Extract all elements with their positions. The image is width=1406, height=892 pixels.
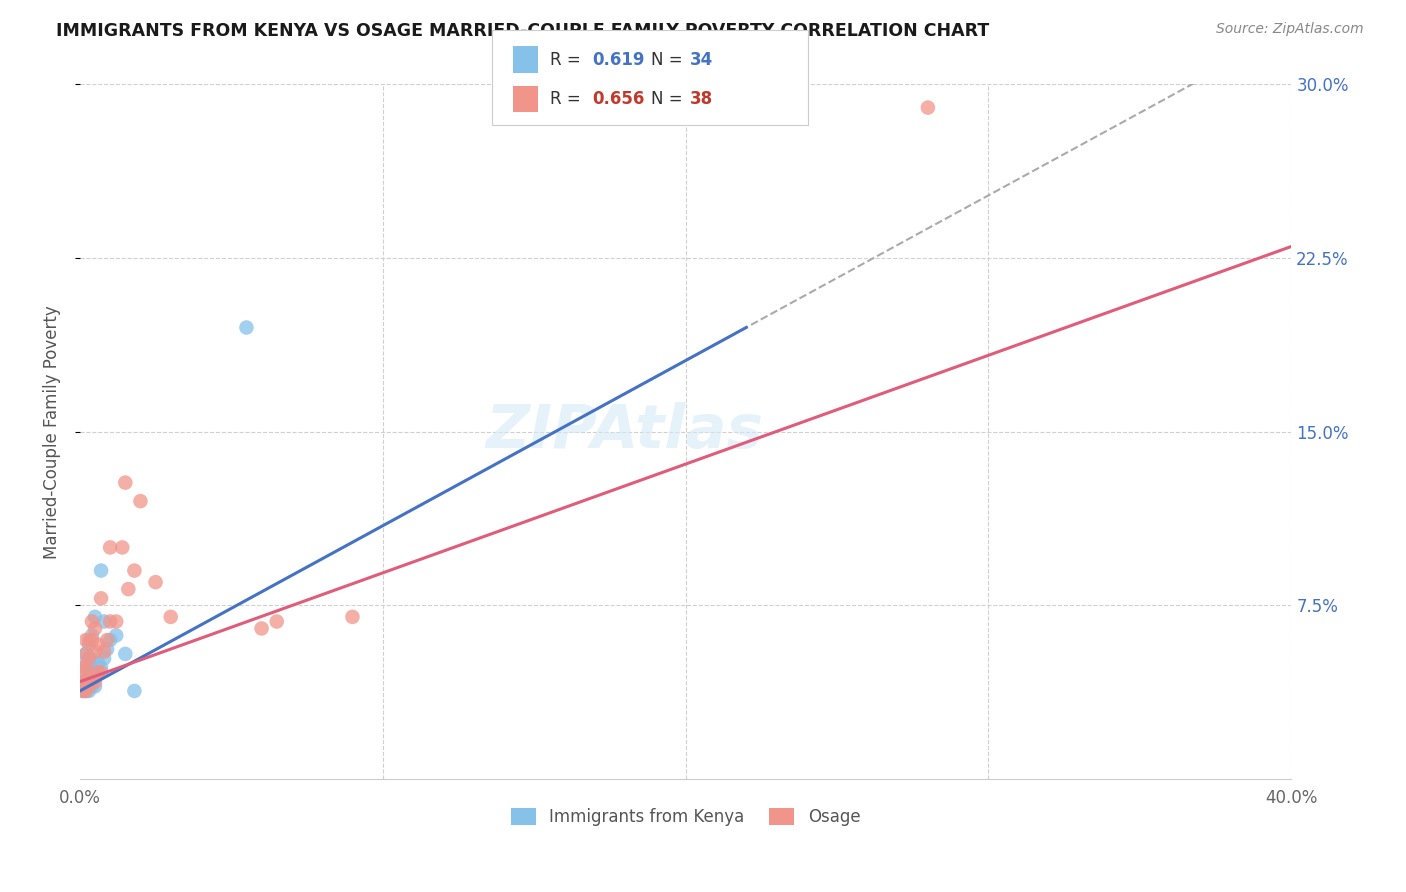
Text: N =: N =	[651, 51, 688, 69]
Point	[77, 670, 100, 684]
Text: Source: ZipAtlas.com: Source: ZipAtlas.com	[1216, 22, 1364, 37]
Point	[77, 670, 100, 684]
Point	[80, 628, 103, 642]
Point	[124, 564, 146, 578]
Y-axis label: Married-Couple Family Poverty: Married-Couple Family Poverty	[44, 305, 60, 558]
Point	[90, 661, 112, 675]
Point	[342, 610, 364, 624]
Point	[93, 615, 115, 629]
Point	[266, 615, 288, 629]
Point	[75, 633, 97, 648]
Text: N =: N =	[651, 90, 688, 108]
Point	[98, 615, 121, 629]
Point	[98, 633, 121, 648]
Point	[90, 564, 112, 578]
Point	[917, 101, 939, 115]
Point	[75, 647, 97, 661]
Point	[111, 541, 134, 555]
Point	[105, 615, 128, 629]
Point	[87, 638, 110, 652]
Point	[93, 644, 115, 658]
Point	[77, 633, 100, 648]
Point	[72, 661, 94, 675]
Point	[75, 674, 97, 689]
Point	[145, 575, 167, 590]
Point	[117, 582, 139, 596]
Point	[124, 684, 146, 698]
Point	[84, 610, 107, 624]
Point	[77, 651, 100, 665]
Point	[114, 475, 136, 490]
Point	[96, 642, 118, 657]
Text: 0.619: 0.619	[592, 51, 644, 69]
Point	[80, 670, 103, 684]
Text: 0.656: 0.656	[592, 90, 644, 108]
Point	[77, 638, 100, 652]
Point	[80, 679, 103, 693]
Point	[159, 610, 181, 624]
Point	[80, 651, 103, 665]
Text: 34: 34	[690, 51, 714, 69]
Point	[87, 665, 110, 680]
Point	[250, 622, 273, 636]
Text: ZIPAtlas: ZIPAtlas	[486, 402, 763, 461]
Point	[77, 684, 100, 698]
Legend: Immigrants from Kenya, Osage: Immigrants from Kenya, Osage	[505, 802, 868, 833]
Point	[75, 665, 97, 680]
Point	[98, 541, 121, 555]
Point	[96, 633, 118, 648]
Point	[84, 679, 107, 693]
Point	[105, 628, 128, 642]
Point	[80, 633, 103, 648]
Point	[75, 661, 97, 675]
Point	[77, 661, 100, 675]
Point	[72, 674, 94, 689]
Point	[72, 684, 94, 698]
Point	[77, 651, 100, 665]
Point	[235, 320, 257, 334]
Point	[90, 665, 112, 680]
Point	[80, 674, 103, 689]
Point	[90, 591, 112, 606]
Point	[72, 674, 94, 689]
Point	[77, 679, 100, 693]
Point	[80, 661, 103, 675]
Point	[75, 674, 97, 689]
Point	[84, 674, 107, 689]
Point	[129, 494, 152, 508]
Point	[84, 644, 107, 658]
Point	[75, 684, 97, 698]
Point	[75, 656, 97, 670]
Text: 38: 38	[690, 90, 713, 108]
Text: IMMIGRANTS FROM KENYA VS OSAGE MARRIED-COUPLE FAMILY POVERTY CORRELATION CHART: IMMIGRANTS FROM KENYA VS OSAGE MARRIED-C…	[56, 22, 990, 40]
Point	[72, 679, 94, 693]
Point	[77, 679, 100, 693]
Point	[114, 647, 136, 661]
Point	[93, 651, 115, 665]
Point	[87, 665, 110, 680]
Text: R =: R =	[550, 51, 586, 69]
Point	[75, 647, 97, 661]
Point	[84, 622, 107, 636]
Point	[80, 615, 103, 629]
Point	[87, 656, 110, 670]
Text: R =: R =	[550, 90, 586, 108]
Point	[84, 670, 107, 684]
Point	[75, 684, 97, 698]
Point	[72, 684, 94, 698]
